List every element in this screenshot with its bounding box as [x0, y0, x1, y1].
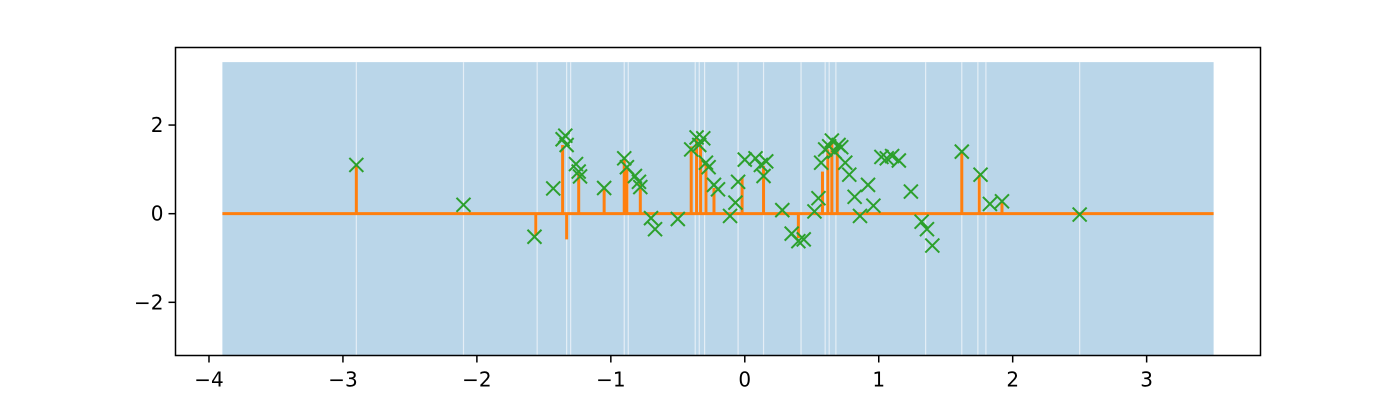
band-gap [536, 62, 538, 356]
data-point [727, 194, 744, 211]
data-point [570, 163, 587, 180]
band-gap [566, 62, 568, 356]
data-point [616, 150, 632, 166]
data-point [710, 181, 726, 198]
data-point [348, 157, 365, 173]
y-tick-label: 2 [151, 113, 164, 137]
data-point [837, 155, 853, 171]
band-gap [824, 62, 826, 356]
data-point [841, 166, 857, 183]
data-point [698, 155, 714, 171]
x-axis: −4 −3 −2 −1 0 1 2 3 [194, 355, 1153, 392]
data-point [884, 148, 900, 164]
data-point [806, 203, 823, 220]
uncertainty-band [222, 62, 1214, 356]
data-point [796, 231, 812, 248]
data-point [972, 166, 989, 183]
data-point [813, 155, 829, 171]
data-point [903, 183, 919, 200]
data-point [526, 229, 543, 245]
data-point [852, 208, 868, 224]
data-point [558, 137, 575, 153]
data-point [879, 150, 895, 166]
data-point [632, 179, 649, 195]
data-point [913, 213, 930, 230]
band-gap [570, 62, 572, 356]
data-point [631, 174, 647, 190]
data-point [860, 177, 876, 193]
data-point [596, 180, 612, 196]
green-x-markers [348, 127, 1088, 254]
data-point [755, 168, 772, 184]
data-point [982, 196, 998, 212]
data-point [572, 168, 588, 185]
band-gap [462, 62, 465, 356]
data-point [846, 189, 863, 205]
x-tick-label: 2 [1006, 368, 1019, 392]
band-gap [800, 62, 802, 356]
data-point [774, 202, 791, 218]
data-point [1071, 206, 1088, 223]
data-point [730, 174, 746, 190]
data-point [695, 130, 711, 147]
data-point [790, 233, 807, 249]
band-fill [222, 62, 1214, 356]
data-point [722, 208, 738, 224]
data-point [891, 152, 907, 169]
data-point [954, 143, 970, 160]
data-point [919, 221, 935, 237]
x-tick-label: 3 [1140, 368, 1153, 392]
x-tick-label: −4 [194, 368, 223, 392]
data-point [670, 211, 686, 227]
data-point [810, 190, 827, 206]
band-gap [737, 62, 739, 356]
y-axis: −2 0 2 [134, 113, 176, 314]
x-tick-label: 0 [738, 368, 751, 392]
plot-frame [174, 46, 1262, 357]
data-point [647, 221, 663, 237]
data-point [643, 210, 659, 226]
data-point [994, 193, 1010, 209]
x-tick-label: 1 [872, 368, 885, 392]
band-gap [1079, 62, 1081, 356]
data-point [758, 153, 774, 170]
data-point [833, 139, 849, 155]
x-tick-label: −1 [596, 368, 625, 392]
y-tick-label: 0 [151, 202, 164, 226]
x-tick-label: −2 [462, 368, 491, 392]
data-point [700, 159, 717, 175]
data-point [545, 180, 561, 197]
band-gap [925, 62, 927, 356]
y-tick-label: −2 [134, 290, 163, 314]
data-point [924, 237, 941, 254]
x-tick-label: −3 [328, 368, 357, 392]
data-point [865, 198, 882, 214]
data-point [455, 197, 472, 213]
